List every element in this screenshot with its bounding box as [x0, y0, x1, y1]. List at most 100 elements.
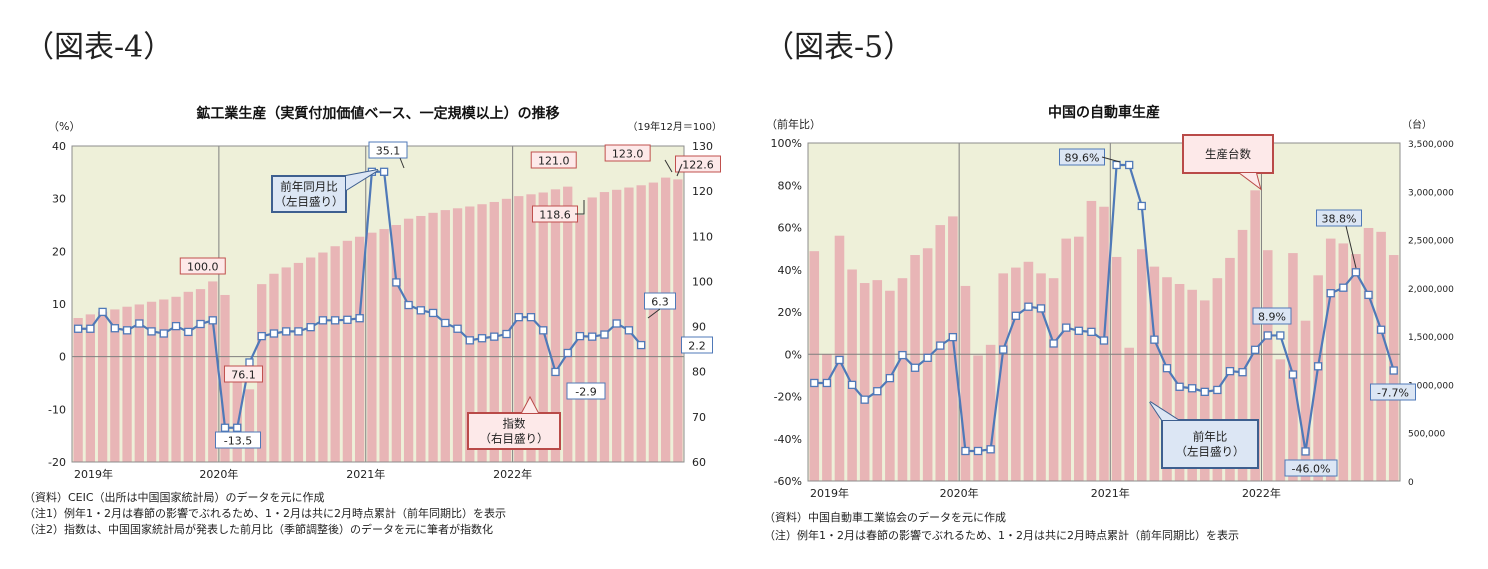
chart2-bar	[1074, 236, 1084, 481]
chart1-line-point	[379, 167, 389, 176]
chart1-bar	[183, 291, 193, 462]
chart1-line-point	[208, 316, 217, 325]
chart2-line-point	[1250, 345, 1260, 354]
chart1-note-2: （注1）例年1・2月は春節の影響でぶれるため、1・2月は共に2月時点累計（前年同…	[24, 507, 506, 520]
chart1-line-label-neg13: -13.5	[224, 435, 252, 448]
chart1-bar	[171, 296, 181, 462]
chart2-bar	[1262, 250, 1273, 481]
chart2-line-point	[1162, 364, 1172, 373]
chart2-line-label-8: 8.9%	[1258, 311, 1286, 324]
chart2-line-point	[973, 446, 983, 456]
chart2-left-tick: 80%	[778, 179, 802, 192]
chart2-bar	[1288, 253, 1298, 481]
chart1-line-label-35: 35.1	[376, 145, 401, 158]
chart1-line-point	[343, 315, 352, 324]
chart1-bar	[599, 192, 610, 462]
chart1-note-3: （注2）指数は、中国国家統計局が発表した前月比（季節調整後）のデータを元に筆者が…	[24, 523, 493, 536]
chart1-leader-118	[575, 200, 585, 215]
chart2-bar	[1137, 249, 1147, 481]
chart1-bar	[269, 273, 279, 462]
chart2-bar	[809, 251, 820, 481]
chart2-right-tick: 500,000	[1408, 430, 1445, 440]
chart2-bar	[1048, 278, 1059, 481]
chart1-callout-line-text-1: （左目盛り）	[275, 195, 344, 209]
chart1-bar	[342, 240, 353, 462]
chart1-line-point	[600, 330, 609, 339]
chart2-line-point	[1238, 368, 1247, 377]
chart2-bar	[1174, 283, 1185, 481]
chart2-line-point	[1288, 370, 1298, 379]
chart1-bar	[489, 201, 499, 462]
chart1-bar-label-121: 121.0	[538, 155, 570, 168]
chart2-bar	[1338, 243, 1349, 481]
figure-label-5: （図表-5）	[764, 30, 914, 65]
chart1-bar	[624, 187, 634, 462]
chart1-bar	[306, 257, 316, 462]
chart1-line-point	[539, 326, 548, 335]
chart1-line-point	[575, 331, 585, 341]
chart2-note-2: （注）例年1・2月は春節の影響でぶれるため、1・2月は共に2月時点累計（前年同期…	[764, 529, 1239, 542]
chart1-callout-bar-tail-fill	[522, 398, 538, 413]
chart2-right-unit: （台）	[1402, 118, 1432, 131]
chart1-line-point	[122, 326, 132, 335]
chart1-line-point	[624, 326, 634, 335]
chart2-bar	[1086, 200, 1097, 481]
chart1-line-point	[441, 318, 450, 328]
chart2-line-point	[1276, 331, 1285, 340]
chart2-line-point	[1339, 283, 1348, 292]
chart1-line-point	[171, 321, 181, 331]
chart2-bar	[1124, 347, 1134, 481]
chart1-bar-label-76-box	[223, 365, 263, 383]
chart1-bar	[526, 194, 536, 462]
chart2-line-point	[1301, 447, 1310, 456]
chart2-right-tick: 1,500,000	[1408, 333, 1454, 343]
chart2-line-point	[910, 363, 920, 372]
chart2-callout-bar-box	[1182, 134, 1274, 174]
chart1-line-point	[257, 331, 266, 341]
chart1-right-tick: 110	[692, 230, 713, 243]
chart1-line-label-neg2-box	[566, 382, 606, 400]
chart1-bar-label-121-box	[530, 151, 577, 169]
chart2-line-point	[1049, 339, 1058, 348]
chart2-bar	[973, 355, 983, 481]
chart2-line-point	[1376, 325, 1386, 334]
chart2-bar	[1212, 278, 1223, 481]
chart1-bar	[477, 204, 487, 462]
chart2-line-point	[1225, 366, 1235, 376]
chart1-bar	[403, 218, 414, 462]
chart1-line-label-neg13-box	[215, 431, 261, 449]
chart2-line-label-89: 89.6%	[1065, 152, 1100, 165]
chart1-x-tick: 2020年	[199, 467, 238, 481]
chart1-line-point	[147, 327, 156, 336]
chart2-bar	[985, 344, 996, 481]
chart1-bar	[587, 197, 597, 462]
chart2-bar	[1023, 261, 1034, 481]
chart1-bar	[440, 210, 450, 462]
chart1-leader-123	[664, 159, 673, 173]
chart2-bar	[1325, 238, 1336, 481]
chart1-bar	[281, 267, 291, 462]
chart2-bar	[1313, 275, 1323, 481]
chart2-line-point	[1112, 160, 1121, 170]
chart1-note-1: （資料）CEIC（出所は中国国家統計局）のデータを元に作成	[24, 491, 325, 504]
chart1-line-point	[98, 307, 107, 317]
chart1-line-point	[306, 323, 315, 332]
chart2-bar	[935, 225, 946, 481]
chart1-line-point	[220, 423, 230, 432]
chart2-x-tick: 2020年	[940, 486, 979, 500]
chart1-bar	[636, 185, 646, 462]
chart2-line-point	[1263, 331, 1272, 340]
chart1-line-point	[135, 319, 144, 328]
chart1-line-point	[196, 319, 205, 329]
chart1-bar	[563, 186, 573, 462]
chart2-line-point	[1099, 336, 1109, 345]
chart2-line-point	[1175, 382, 1184, 391]
chart1-left-unit: （%）	[48, 120, 80, 133]
chart2-line-point	[986, 445, 995, 454]
chart1-bar	[110, 309, 120, 462]
chart2-left-tick: -40%	[774, 433, 802, 446]
chart2-line-label-38: 38.8%	[1322, 213, 1357, 226]
chart1-bar	[391, 225, 402, 462]
chart2-line-point	[1150, 335, 1159, 344]
chart1-line-point	[318, 316, 328, 325]
